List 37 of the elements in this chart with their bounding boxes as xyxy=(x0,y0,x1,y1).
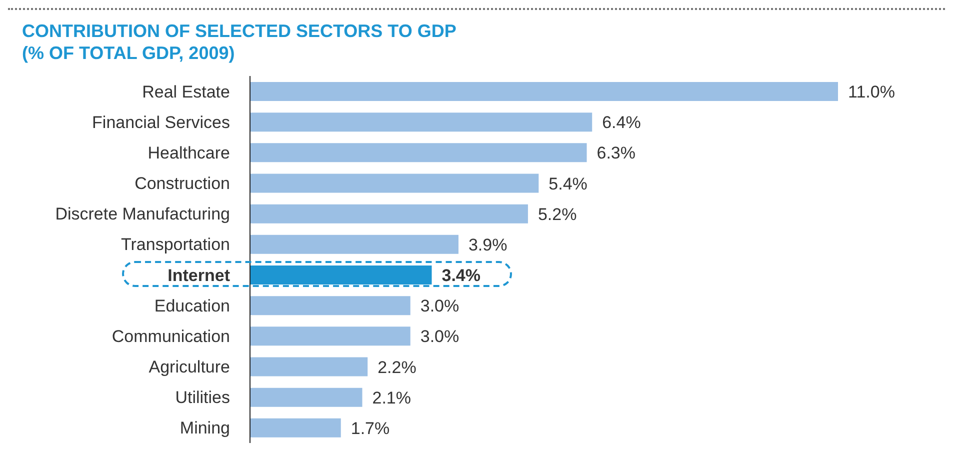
data-label: 3.9% xyxy=(468,235,508,254)
y-tick-label: Discrete Manufacturing xyxy=(55,204,230,224)
y-tick-label: Construction xyxy=(134,174,230,194)
data-label: 3.0% xyxy=(420,327,460,346)
y-tick-label: Mining xyxy=(180,418,230,438)
bar xyxy=(250,266,432,284)
bar xyxy=(250,82,838,101)
y-tick-label: Healthcare xyxy=(148,143,230,162)
data-label: 11.0% xyxy=(848,82,895,102)
y-tick-label: Financial Services xyxy=(92,112,230,132)
bar xyxy=(250,174,539,193)
data-label: 3.4% xyxy=(442,266,480,285)
chart-title: CONTRIBUTION OF SELECTED SECTORS TO GDP (% OF TOTAL GDP, 2009) xyxy=(22,20,456,64)
data-label: 2.2% xyxy=(378,358,416,377)
bar xyxy=(250,296,410,316)
y-tick-label: Transportation xyxy=(121,235,230,254)
y-tick-label: Communication xyxy=(112,326,230,346)
y-tick-label: Real Estate xyxy=(142,82,230,102)
y-tick-label: Education xyxy=(154,296,230,316)
data-label: 5.4% xyxy=(548,174,588,194)
data-label: 1.7% xyxy=(350,418,390,438)
bar xyxy=(250,418,341,438)
data-label: 6.3% xyxy=(596,144,636,163)
data-label: 2.1% xyxy=(372,388,412,408)
y-tick-label: Internet xyxy=(168,266,230,285)
bar xyxy=(250,234,458,254)
bar xyxy=(250,112,592,132)
bar xyxy=(250,388,362,407)
bar xyxy=(250,357,368,376)
bar xyxy=(250,326,410,346)
bar xyxy=(250,204,528,224)
data-label: 3.0% xyxy=(420,296,460,316)
y-tick-label: Utilities xyxy=(175,388,230,408)
data-label: 5.2% xyxy=(538,204,577,224)
y-tick-label: Agriculture xyxy=(148,358,230,377)
bar xyxy=(250,143,587,162)
data-label: 6.4% xyxy=(602,113,641,132)
